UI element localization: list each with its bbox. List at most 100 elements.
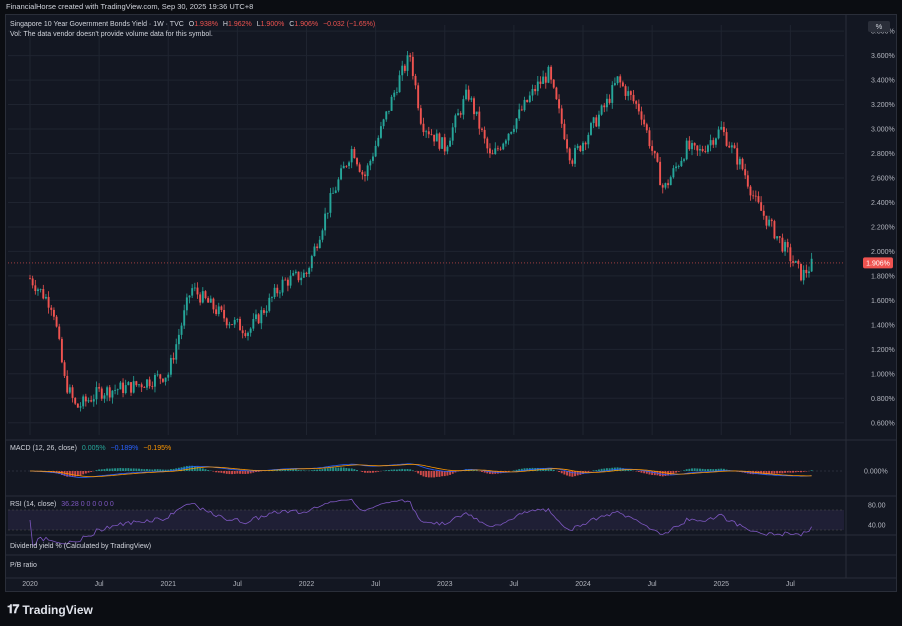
candle-body — [483, 129, 486, 139]
candle-body — [550, 66, 553, 80]
macd-histogram-bar — [201, 468, 204, 471]
price-tick-label: 1.000% — [871, 371, 895, 378]
macd-histogram-bar — [486, 471, 489, 474]
time-tick-label: 2020 — [22, 581, 38, 588]
macd-histogram-bar — [161, 469, 164, 471]
candle-body — [805, 269, 808, 274]
candle-body — [122, 382, 125, 394]
price-tick-label: 0.800% — [871, 396, 895, 403]
time-tick-label: Jul — [233, 581, 242, 588]
candle-body — [361, 171, 364, 175]
candle-body — [523, 99, 526, 111]
candle-body — [196, 287, 199, 295]
candle-body — [539, 81, 542, 84]
candle-body — [395, 92, 398, 93]
candle-body — [754, 195, 757, 197]
macd-histogram-bar — [699, 468, 701, 471]
candle-body — [704, 151, 707, 152]
macd-histogram-bar — [688, 468, 691, 471]
time-tick-label: 2022 — [299, 581, 315, 588]
candle-body — [792, 261, 794, 263]
candle-body — [730, 145, 733, 148]
time-tick-label: 2025 — [713, 581, 729, 588]
candle-body — [356, 158, 358, 165]
candle-body — [313, 246, 316, 257]
candle-body — [457, 113, 460, 116]
macd-histogram-bar — [393, 469, 396, 471]
candle-body — [510, 131, 513, 134]
macd-hist-value: 0.005% — [81, 445, 106, 452]
candle-body — [637, 103, 640, 112]
macd-histogram-bar — [427, 471, 430, 478]
chart-canvas[interactable]: 3.800% 3.600% 3.400% 3.200% 3.000% 2.800% 2.60… — [6, 15, 897, 592]
macd-histogram-bar — [677, 471, 680, 472]
unit-button[interactable]: % — [868, 21, 890, 32]
candle-body — [797, 260, 800, 264]
pb-pane-label: P/B ratio — [10, 562, 37, 569]
candle-body — [159, 374, 162, 379]
candle-body — [488, 148, 491, 154]
l-value: 1.900% — [260, 21, 285, 28]
candle-body — [217, 306, 220, 315]
candle-body — [244, 333, 247, 337]
macd-histogram-bar — [193, 466, 196, 471]
macd-histogram-bar — [146, 469, 148, 471]
macd-histogram-bar — [156, 469, 159, 471]
candle-body — [672, 168, 675, 178]
candle-body — [201, 291, 204, 303]
candle-body — [231, 324, 234, 326]
candle-body — [326, 212, 329, 214]
macd-histogram-bar — [800, 471, 802, 473]
macd-histogram-bar — [130, 468, 132, 471]
price-tick-label: 1.800% — [871, 273, 895, 280]
macd-histogram-bar — [643, 471, 646, 474]
candle-body — [629, 91, 632, 95]
macd-histogram-bar — [560, 471, 563, 474]
candle-body — [443, 137, 446, 152]
tradingview-logo[interactable]: 𝟏𝟕 TradingView — [7, 602, 93, 617]
candle-body — [605, 98, 608, 108]
macd-histogram-bar — [122, 468, 125, 471]
candle-body — [481, 128, 483, 130]
rsi-pane: 80.00 40.00 — [8, 498, 886, 546]
macd-histogram-bar — [714, 469, 717, 471]
macd-histogram-bar — [430, 471, 433, 478]
candle-body — [249, 328, 252, 333]
macd-histogram-bar — [651, 471, 654, 475]
macd-histogram-bar — [196, 466, 199, 471]
candle-body — [379, 126, 382, 138]
macd-histogram-bar — [169, 469, 172, 471]
candle-body — [512, 128, 515, 132]
candle-body — [34, 285, 37, 292]
macd-histogram-bar — [802, 471, 805, 472]
macd-histogram-bar — [696, 468, 699, 471]
candle-body — [778, 236, 781, 238]
price-tick-label: 3.600% — [871, 53, 895, 60]
candle-body — [366, 165, 369, 177]
rsi-line — [29, 498, 812, 546]
macd-histogram-bar — [337, 467, 340, 471]
macd-histogram-bar — [377, 471, 380, 472]
macd-histogram-bar — [794, 471, 797, 473]
candle-body — [496, 148, 499, 150]
candle-body — [563, 123, 566, 140]
macd-histogram-bar — [334, 467, 337, 471]
price-tick-label: 1.600% — [871, 298, 895, 305]
macd-histogram-bar — [417, 471, 420, 474]
candle-body — [255, 314, 257, 320]
candle-body — [574, 148, 576, 164]
macd-histogram-bar — [544, 468, 547, 471]
macd-histogram-bar — [217, 471, 220, 473]
macd-histogram-bar — [776, 471, 779, 474]
macd-histogram-bar — [255, 471, 257, 472]
macd-histogram-bar — [786, 471, 789, 473]
candle-body — [130, 382, 132, 393]
macd-histogram-bar — [294, 469, 297, 471]
candle-body — [337, 179, 340, 191]
macd-histogram-bar — [395, 469, 398, 471]
macd-histogram-bar — [704, 469, 707, 471]
rsi-label: RSI (14, close) — [10, 501, 57, 508]
macd-histogram-bar — [765, 471, 768, 475]
candle-body — [749, 186, 752, 196]
candle-body — [220, 306, 223, 310]
